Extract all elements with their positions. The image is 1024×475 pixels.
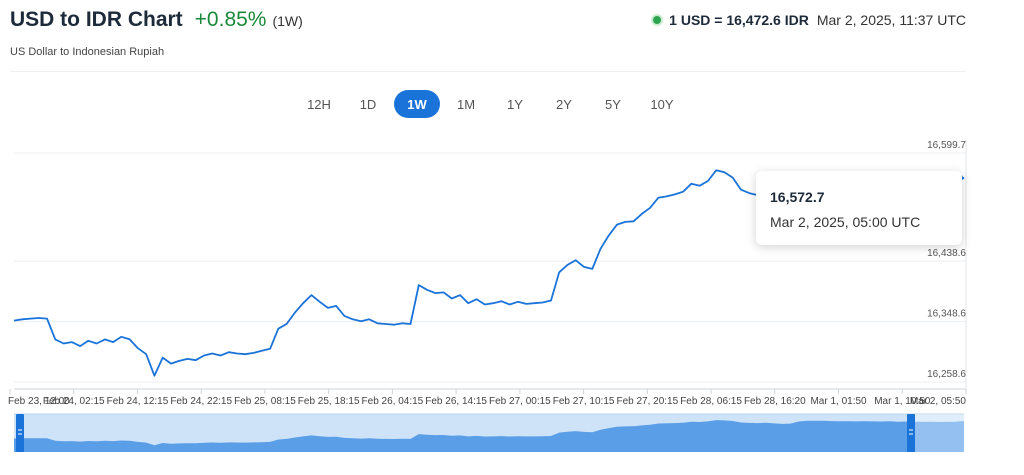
y-tick-label: 16,348.6: [927, 309, 966, 320]
x-tick-label: Feb 27, 00:15: [489, 396, 551, 407]
x-tick-label: Feb 24, 22:15: [170, 396, 232, 407]
x-tick-label: Feb 24, 02:15: [43, 396, 105, 407]
change-percent: +0.85%: [194, 8, 267, 31]
live-dot-icon: [653, 16, 662, 24]
x-tick-label: Mar 1, 01:50: [810, 396, 867, 407]
x-tick-label: Mar 1, 10:50: [874, 396, 931, 407]
title-row: USD to IDR Chart +0.85% (1W): [10, 8, 303, 32]
rate-timestamp: Mar 2, 2025, 11:37 UTC: [816, 12, 966, 28]
y-tick-label: 16,258.6: [927, 369, 966, 380]
rate-box: 1 USD = 16,472.6 IDR Mar 2, 2025, 11:37 …: [653, 12, 966, 28]
y-tick-label: 16,599.7: [927, 140, 966, 151]
tab-1y[interactable]: 1Y: [507, 96, 523, 112]
chart-subtitle: US Dollar to Indonesian Rupiah: [10, 46, 165, 58]
tooltip-date: Mar 2, 2025, 05:00 UTC: [770, 214, 921, 230]
tab-1d[interactable]: 1D: [359, 96, 377, 112]
tab-5y[interactable]: 5Y: [605, 96, 621, 112]
x-tick-label: Feb 27, 10:15: [553, 396, 615, 407]
x-tick-label: Feb 25, 08:15: [234, 396, 296, 407]
x-tick-label: Feb 25, 18:15: [298, 396, 360, 407]
navigator-outside-range: [915, 414, 964, 452]
tab-10y[interactable]: 10Y: [650, 96, 674, 112]
x-tick-label: Feb 26, 14:15: [425, 396, 487, 407]
x-tick-label: Feb 26, 04:15: [362, 396, 424, 407]
tooltip-value: 16,572.7: [770, 189, 825, 205]
tab-1w[interactable]: 1W: [394, 90, 440, 118]
tab-2y[interactable]: 2Y: [556, 96, 572, 112]
tab-12h[interactable]: 12H: [307, 96, 331, 112]
tab-1m[interactable]: 1M: [456, 96, 476, 112]
current-rate: 1 USD = 16,472.6 IDR: [669, 12, 809, 28]
x-tick-label: Mar 2, 05:50: [910, 396, 967, 407]
timeframe-tabs: 12H 1D 1W 1M 1Y 2Y 5Y 10Y: [296, 90, 688, 118]
x-tick-label: Feb 27, 20:15: [616, 396, 678, 407]
chart-tooltip: 16,572.7 Mar 2, 2025, 05:00 UTC: [756, 171, 962, 245]
x-tick-label: Feb 28, 16:20: [744, 396, 806, 407]
header-divider: [10, 71, 966, 72]
navigator-series: [14, 420, 964, 452]
chart-title: USD to IDR Chart: [10, 8, 183, 31]
x-tick-label: Feb 28, 06:15: [680, 396, 742, 407]
x-tick-label: Feb 24, 12:15: [107, 396, 169, 407]
change-period: (1W): [272, 13, 303, 29]
navigator-right-handle[interactable]: [907, 414, 915, 452]
x-tick-label: Feb 23, 12:00: [8, 396, 70, 407]
y-tick-label: 16,438.6: [927, 248, 966, 259]
navigator-left-handle[interactable]: [16, 414, 24, 452]
